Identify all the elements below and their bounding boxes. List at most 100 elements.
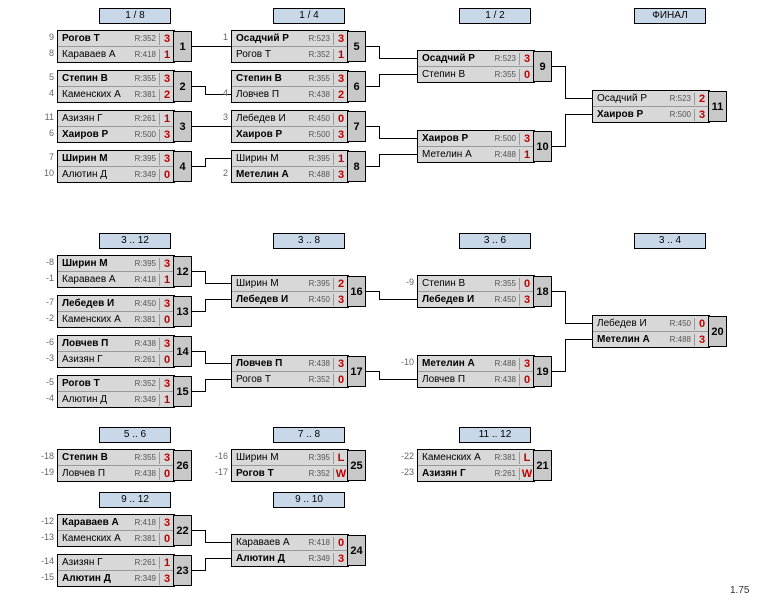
player-score: 3	[694, 334, 709, 346]
player-score: 1	[519, 149, 534, 161]
match-box: Осадчий РR:5232Хаиров РR:500311	[592, 90, 710, 123]
match-row: Метелин АR:4883	[418, 356, 534, 371]
match-number: 4	[173, 151, 192, 182]
bracket-connector	[192, 570, 205, 571]
player-name: Хаиров Р	[58, 129, 128, 140]
match-row: Алютин ДR:3491	[58, 391, 174, 407]
bracket-connector	[565, 339, 592, 340]
player-name: Азизян Г	[58, 354, 128, 365]
match-row: Лебедев ИR:4503	[58, 296, 174, 311]
match-box: Каменских АR:381LАзизян ГR:261W21	[417, 449, 535, 482]
match-row: Ширин МR:3953	[58, 256, 174, 271]
match-number: 25	[347, 450, 366, 481]
match-row: Хаиров РR:5003	[58, 126, 174, 142]
player-rating: R:381	[128, 90, 159, 99]
match-row: Каменских АR:3812	[58, 86, 174, 102]
bracket-connector	[192, 271, 205, 272]
seed-number: -5	[38, 377, 54, 387]
match-row: Караваев АR:4181	[58, 46, 174, 62]
match-box: Ширин МR:3953Алютин ДR:34904	[57, 150, 175, 183]
player-name: Рогов Т	[232, 374, 302, 385]
match-row: Ловчев ПR:4383	[232, 356, 348, 371]
bracket-connector	[366, 86, 379, 87]
player-score: 0	[159, 468, 174, 480]
stage-label: 3 .. 8	[273, 233, 345, 249]
bracket-connector	[552, 291, 565, 292]
match-box: Ловчев ПR:4383Азизян ГR:261014	[57, 335, 175, 368]
player-name: Хаиров Р	[418, 133, 488, 144]
match-box: Лебедев ИR:4503Каменских АR:381013	[57, 295, 175, 328]
match-row: Лебедев ИR:4503	[418, 291, 534, 307]
seed-number: -13	[38, 532, 54, 542]
match-number: 15	[173, 376, 192, 407]
stage-label: 11 .. 12	[459, 427, 531, 443]
player-score: 0	[519, 278, 534, 290]
match-row: Степин ВR:3553	[232, 71, 348, 86]
seed-number: -2	[38, 313, 54, 323]
player-score: 3	[519, 294, 534, 306]
match-row: Каменских АR:381L	[418, 450, 534, 465]
bracket-connector	[205, 299, 206, 312]
player-name: Ширин М	[58, 153, 128, 164]
stage-label: 3 .. 6	[459, 233, 531, 249]
player-name: Ловчев П	[418, 374, 488, 385]
player-rating: R:438	[128, 469, 159, 478]
player-name: Лебедев И	[418, 294, 488, 305]
player-name: Азизян Г	[58, 113, 128, 124]
match-row: Степин ВR:3550	[418, 66, 534, 82]
player-score: 3	[159, 153, 174, 165]
bracket-connector	[379, 154, 380, 167]
player-score: 3	[159, 33, 174, 45]
player-name: Каменских А	[418, 452, 488, 463]
match-row: Ширин МR:395L	[232, 450, 348, 465]
player-name: Ловчев П	[58, 338, 128, 349]
seed-number: -22	[398, 451, 414, 461]
match-row: Метелин АR:4883	[593, 331, 709, 347]
player-name: Караваев А	[232, 537, 302, 548]
match-row: Ширин МR:3951	[232, 151, 348, 166]
match-box: Ловчев ПR:4383Рогов ТR:352017	[231, 355, 349, 388]
player-name: Рогов Т	[58, 33, 128, 44]
match-row: Алютин ДR:3490	[58, 166, 174, 182]
seed-number: 11	[38, 112, 54, 122]
bracket-connector	[379, 74, 380, 87]
bracket-connector	[192, 46, 205, 47]
player-score: L	[519, 452, 534, 464]
player-rating: R:352	[302, 50, 333, 59]
player-score: 1	[159, 113, 174, 125]
match-row: Ловчев ПR:4380	[58, 465, 174, 481]
seed-number: -18	[38, 451, 54, 461]
match-box: Осадчий РR:5233Рогов ТR:35215	[231, 30, 349, 63]
player-score: 1	[333, 49, 348, 61]
player-name: Караваев А	[58, 517, 128, 528]
seed-number: -6	[38, 337, 54, 347]
bracket-connector	[205, 379, 231, 380]
bracket-connector	[366, 371, 379, 372]
player-name: Алютин Д	[58, 169, 128, 180]
match-number: 19	[533, 356, 552, 387]
match-number: 20	[708, 316, 727, 347]
bracket-connector	[379, 154, 417, 155]
bracket-connector	[366, 291, 379, 292]
match-box: Караваев АR:4180Алютин ДR:349324	[231, 534, 349, 567]
player-rating: R:352	[302, 375, 333, 384]
match-number: 1	[173, 31, 192, 62]
seed-number: -14	[38, 556, 54, 566]
player-score: W	[519, 468, 534, 480]
match-row: Хаиров РR:5003	[232, 126, 348, 142]
match-row: Караваев АR:4183	[58, 515, 174, 530]
version-label: 1.75	[730, 585, 749, 596]
player-name: Каменских А	[58, 533, 128, 544]
match-row: Осадчий РR:5232	[593, 91, 709, 106]
player-rating: R:355	[488, 279, 519, 288]
bracket-connector	[565, 339, 566, 372]
stage-label: 1 / 2	[459, 8, 531, 24]
bracket-connector	[192, 86, 205, 87]
match-row: Лебедев ИR:4500	[232, 111, 348, 126]
seed-number: 4	[212, 88, 228, 98]
player-score: 0	[159, 354, 174, 366]
player-rating: R:523	[663, 94, 694, 103]
match-box: Метелин АR:4883Ловчев ПR:438019	[417, 355, 535, 388]
stage-label: 9 .. 10	[273, 492, 345, 508]
match-number: 16	[347, 276, 366, 307]
